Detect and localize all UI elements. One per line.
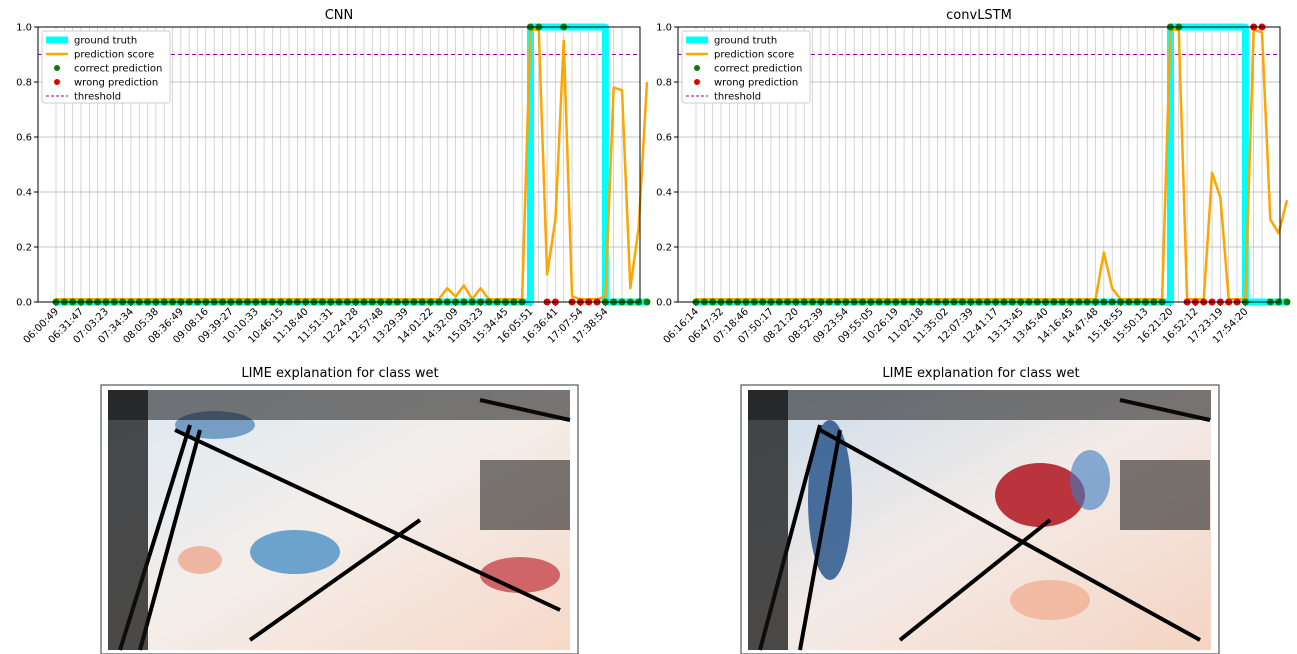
dark-area [480,460,570,530]
region [995,463,1085,527]
region [1070,450,1110,510]
region [178,546,222,574]
edges [118,398,571,651]
point [643,298,651,306]
dark-area [108,390,148,650]
legend-label: correct prediction [74,64,162,75]
chart: 0.00.20.40.60.81.006:16:1406:47:3207:18:… [656,8,1291,346]
dark-area [1120,460,1210,530]
chart-title: convLSTM [946,8,1012,23]
dark-area [748,390,788,650]
legend-marker [694,65,700,71]
lime-image: LIME explanation for class wet [100,366,579,654]
legend-label: correct prediction [714,64,802,75]
image-title: LIME explanation for class wet [241,366,438,381]
y-tick-label: 0.6 [656,133,672,144]
plot-frame [37,26,641,303]
image-title: LIME explanation for class wet [882,366,1079,381]
y-tick-label: 0.4 [656,188,672,199]
legend-label: wrong prediction [714,78,798,89]
legend-label: ground truth [74,36,137,47]
legend-box [681,30,811,104]
legend-marker [694,79,700,85]
y-tick-label: 1.0 [16,23,32,34]
region [250,530,340,574]
y-tick-label: 0.8 [656,78,672,89]
lime-image: LIME explanation for class wet [740,366,1220,654]
legend-label: prediction score [714,50,794,61]
y-tick-label: 0.0 [656,298,672,309]
y-tick-label: 0.0 [16,298,32,309]
legend-label: prediction score [74,50,154,61]
y-tick-label: 0.2 [16,243,32,254]
region [480,557,560,593]
y-tick-label: 0.4 [16,188,32,199]
legend-label: threshold [74,92,121,103]
edges [758,398,1211,651]
y-tick-label: 1.0 [656,23,672,34]
legend-marker [54,79,60,85]
legend-label: wrong prediction [74,78,158,89]
legend-label: ground truth [714,36,777,47]
y-tick-label: 0.6 [16,133,32,144]
legend-marker [54,65,60,71]
dark-area [748,390,1211,420]
y-tick-label: 0.8 [16,78,32,89]
chart: 0.00.20.40.60.81.006:00:4906:31:4707:03:… [16,8,651,346]
point [1283,298,1291,306]
y-tick-label: 0.2 [656,243,672,254]
legend-box [41,30,171,104]
dark-area [108,390,570,420]
region [1010,580,1090,620]
legend-label: threshold [714,92,761,103]
chart-title: CNN [325,8,354,23]
plot-frame [677,26,1281,303]
